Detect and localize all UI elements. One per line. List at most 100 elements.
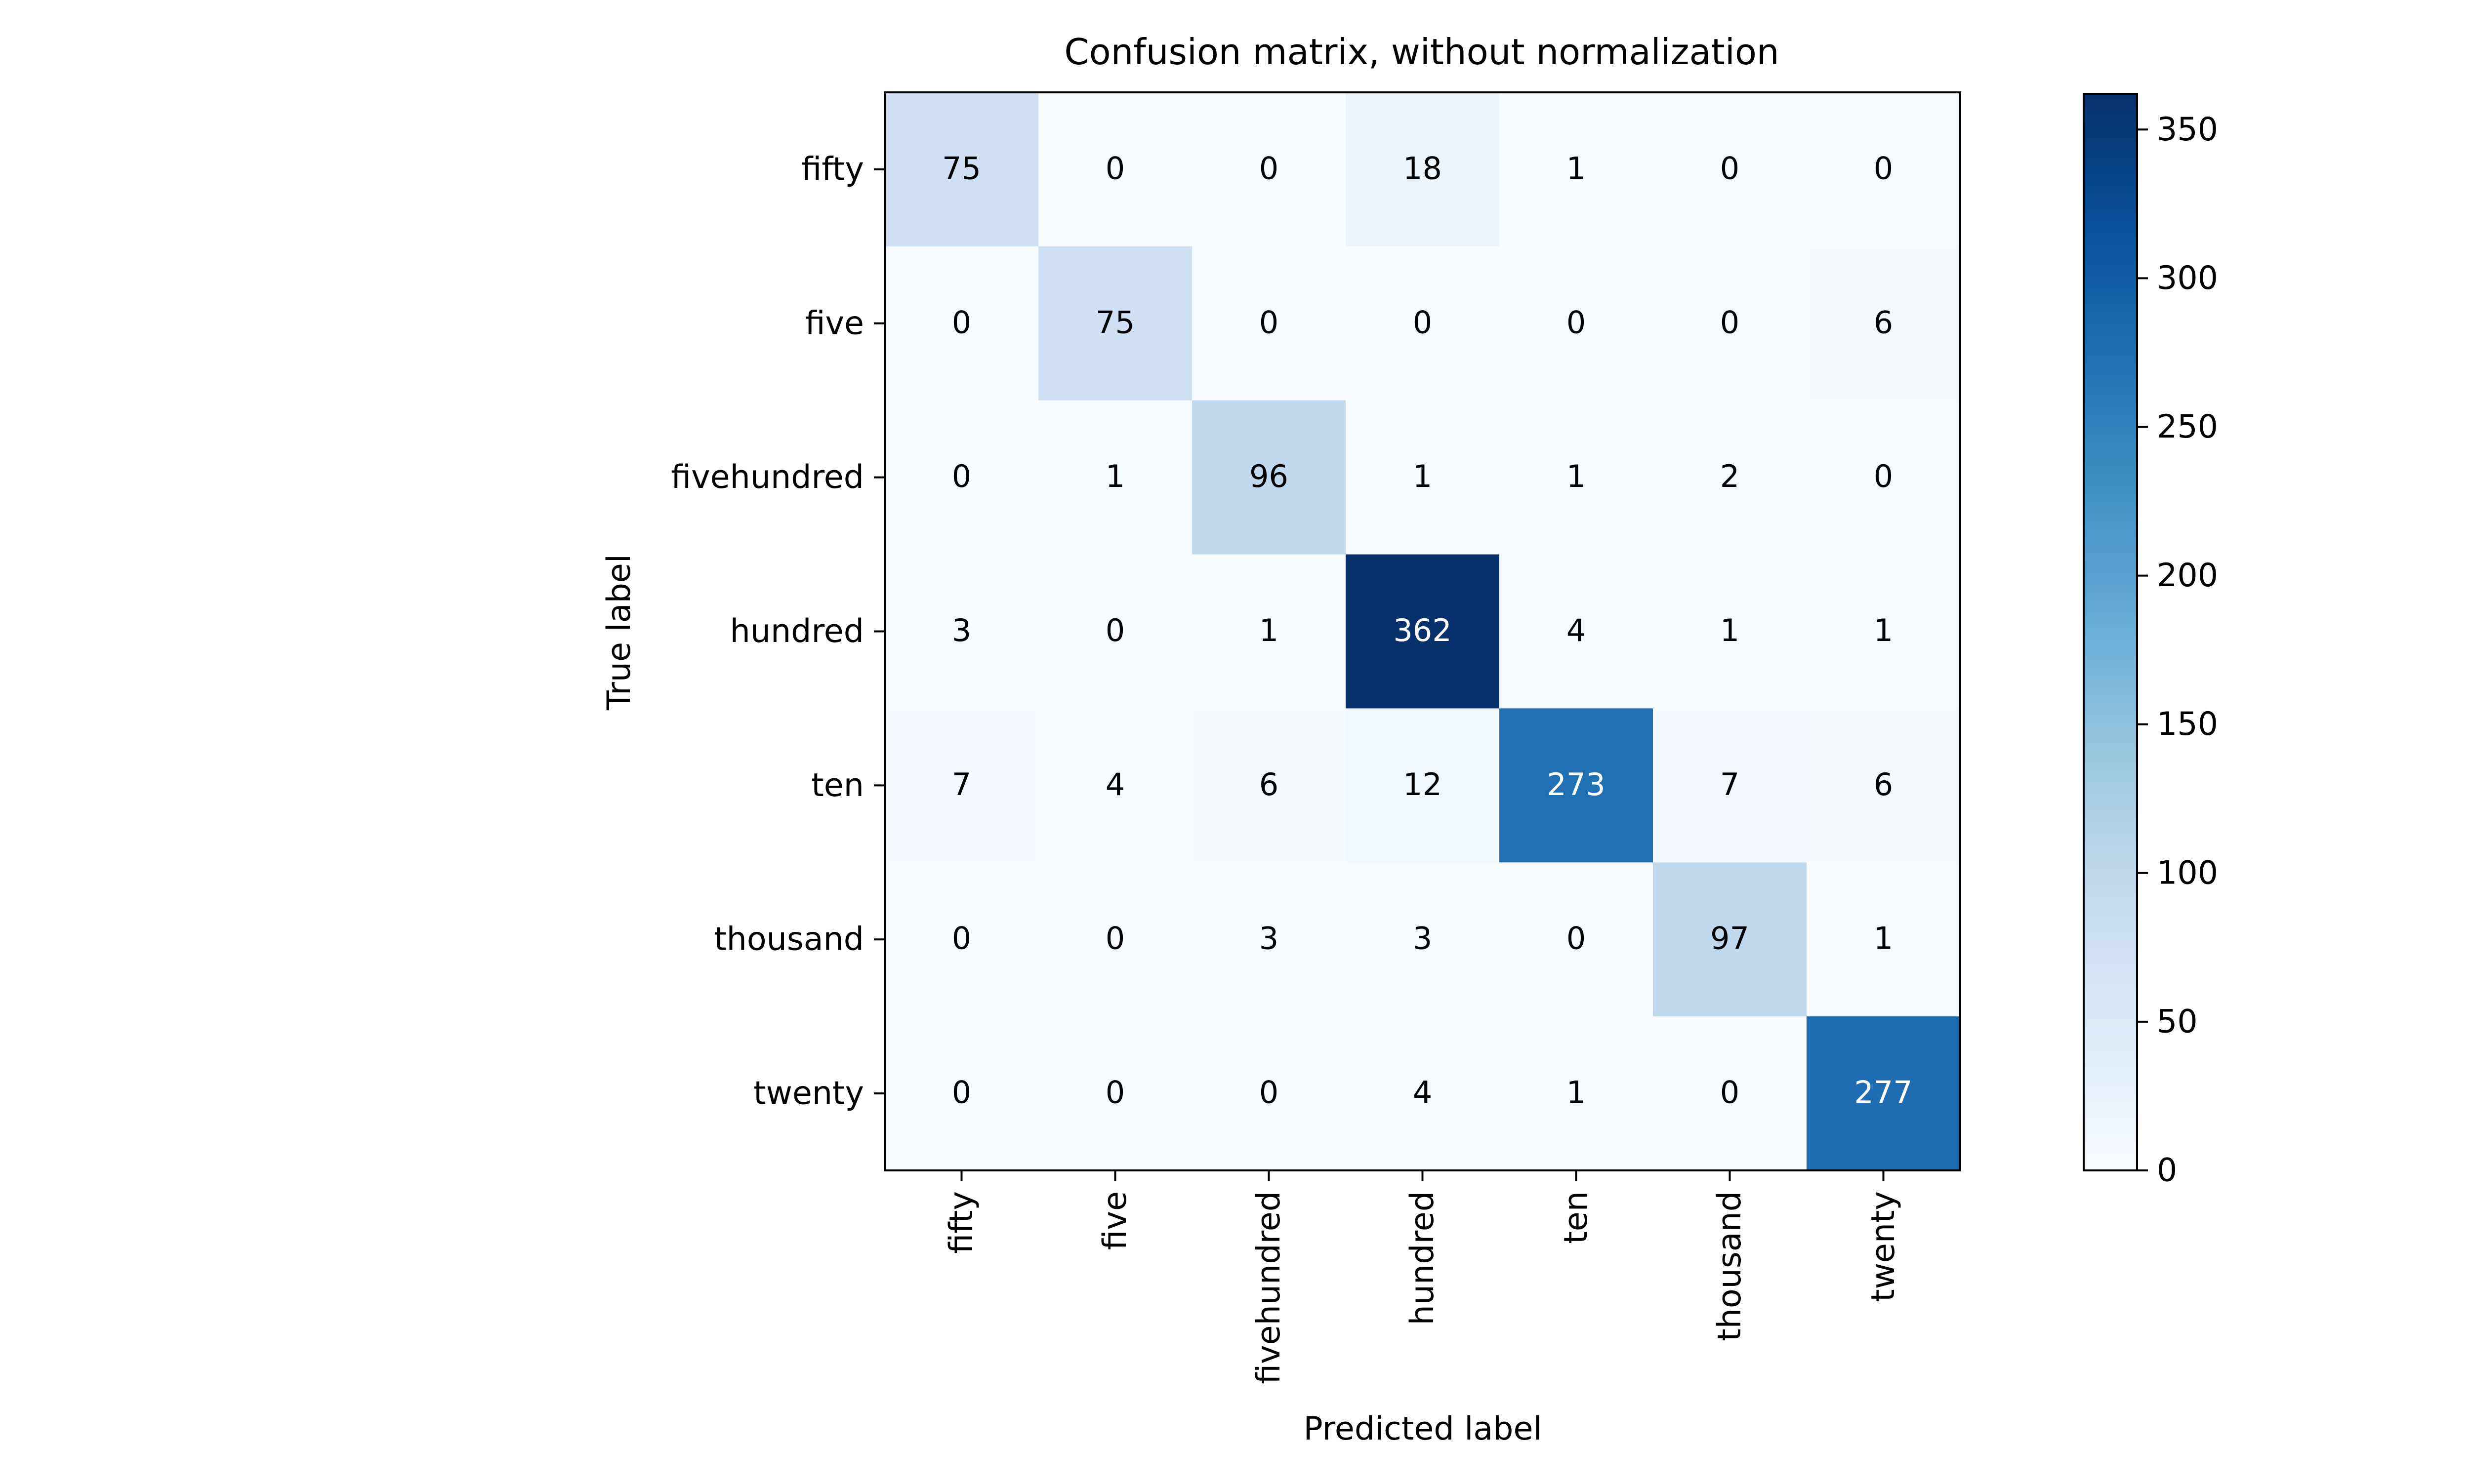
colorbar-tick-label: 350 [2157,111,2218,148]
heatmap-cell [1346,554,1500,709]
cell-value-label: 1 [1413,458,1432,494]
cell-value-label: 273 [1547,766,1605,802]
heatmap-cell [1653,92,1807,247]
cell-value-label: 97 [1710,921,1749,957]
heatmap-cell [885,246,1039,401]
heatmap-cell [1499,554,1653,709]
y-tick-label: fifty [801,151,864,188]
x-tick-label: twenty [1865,1191,1902,1302]
x-tick-label: hundred [1404,1191,1441,1325]
cell-value-label: 0 [1720,304,1739,340]
x-tick-label: thousand [1711,1191,1748,1341]
x-tick-label: fifty [943,1191,980,1254]
cell-value-label: 1 [1874,921,1893,957]
colorbar-tick-label: 150 [2157,706,2218,743]
heatmap-cell [1499,1016,1653,1171]
cell-value-label: 96 [1249,458,1288,494]
y-tick-label: ten [811,767,864,804]
cell-value-label: 2 [1720,458,1739,494]
heatmap-cell [1038,1016,1193,1171]
heatmap-cell [885,862,1039,1017]
heatmap-cell [1499,92,1653,247]
colorbar: 0 50 100 150 200 250 300 350 [2083,93,2218,1189]
cell-value-label: 4 [1106,766,1125,802]
y-tick-label: five [805,305,864,342]
cell-value-label: 12 [1403,766,1442,802]
heatmap-cell [1346,1016,1500,1171]
heatmap-cell [1499,400,1653,555]
heatmap-cell [1346,246,1500,401]
cell-value-label: 0 [1259,150,1278,186]
heatmap-cell [1653,708,1807,863]
cell-value-label: 0 [1874,150,1893,186]
heatmap-cell [1038,246,1193,401]
cell-value-label: 1 [1720,612,1739,648]
heatmap-cell [1192,92,1346,247]
cell-value-label: 1 [1566,1075,1586,1111]
cell-value-label: 6 [1874,304,1893,340]
cell-value-label: 0 [1720,1075,1739,1111]
heatmap-cells [885,92,1961,1171]
y-axis: fifty five fivehundred hundred ten thousand tw… [671,151,885,1112]
colorbar-tick-label: 250 [2157,408,2218,445]
heatmap-cell [1038,554,1193,709]
y-tick-label: hundred [730,613,864,650]
x-tick-label: fivehundred [1250,1191,1287,1384]
cell-value-label: 0 [952,921,971,957]
heatmap-cell [1192,862,1346,1017]
cell-value-label: 0 [952,458,971,494]
heatmap-cell [1038,708,1193,863]
cell-value-label: 1 [1259,612,1278,648]
heatmap-cell [1192,246,1346,401]
cell-value-label: 1 [1566,150,1586,186]
heatmap-cell [885,400,1039,555]
heatmap-cell [1192,708,1346,863]
cell-value-label: 0 [1259,1075,1278,1111]
heatmap-cell [885,708,1039,863]
heatmap-cell [1653,554,1807,709]
cell-value-label: 75 [942,150,981,186]
cell-value-label: 4 [1413,1075,1432,1111]
cell-value-label: 1 [1106,458,1125,494]
heatmap-cell [1346,92,1500,247]
x-tick-label: ten [1558,1191,1595,1244]
heatmap-cell [1499,708,1653,863]
chart-title: Confusion matrix, without normalization [1064,31,1779,73]
heatmap-cell [1346,708,1500,863]
heatmap-cell [885,1016,1039,1171]
cell-value-label: 0 [1106,921,1125,957]
heatmap-cell [885,554,1039,709]
x-tick-label: five [1097,1191,1134,1250]
cell-value-label: 0 [952,1075,971,1111]
cell-value-label: 0 [1413,304,1432,340]
heatmap-cell [885,92,1039,247]
heatmap-cell [1653,862,1807,1017]
y-tick-label: thousand [714,921,864,958]
colorbar-tick-label: 200 [2157,557,2218,594]
cell-value-label: 0 [1106,1075,1125,1111]
cell-value-label: 3 [952,612,971,648]
heatmap-cell [1192,554,1346,709]
cell-value-label: 0 [1720,150,1739,186]
heatmap-cell [1807,1016,1961,1171]
y-axis-label: True label [601,554,638,711]
heatmap-cell [1346,400,1500,555]
colorbar-tick-label: 50 [2157,1003,2198,1040]
colorbar-gradient [2083,93,2138,1171]
colorbar-tick-label: 100 [2157,854,2218,891]
cell-value-label: 0 [1566,921,1586,957]
heatmap-cell [1192,1016,1346,1171]
heatmap-cell [1653,400,1807,555]
y-tick-label: fivehundred [671,459,864,496]
cell-value-label: 0 [1874,458,1893,494]
cell-value-label: 0 [1106,150,1125,186]
heatmap-cell [1653,1016,1807,1171]
cell-value-label: 7 [1720,766,1739,802]
heatmap-cell [1807,554,1961,709]
cell-value-label: 0 [1566,304,1586,340]
heatmap-cell [1807,708,1961,863]
cell-value-label: 6 [1259,766,1278,802]
heatmap-cell [1653,246,1807,401]
cell-value-label: 7 [952,766,971,802]
cell-value-label: 18 [1403,150,1442,186]
